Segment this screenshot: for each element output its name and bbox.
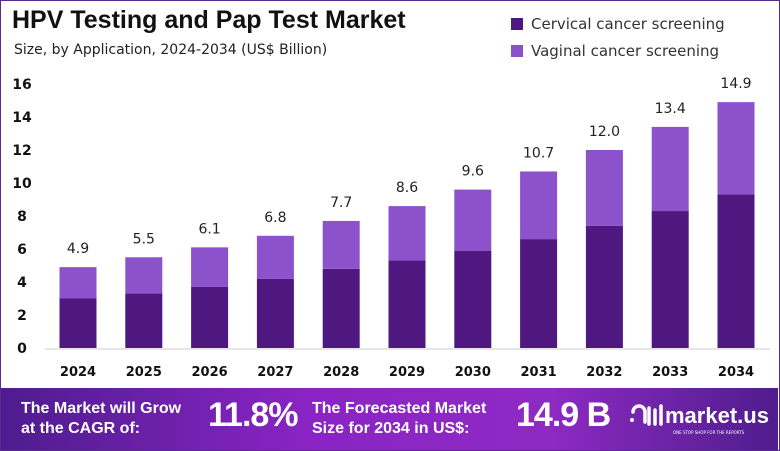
bar-segment-vaginal <box>388 206 426 261</box>
bar-segment-cervical <box>520 239 558 348</box>
bar-segment-cervical <box>717 194 755 348</box>
bar-segment-cervical <box>322 268 360 348</box>
forecast-value: 14.9 B <box>516 396 611 434</box>
bar-segment-vaginal <box>59 267 97 299</box>
cagr-label: The Market will Grow at the CAGR of: <box>21 400 182 437</box>
summary-banner: The Market will Grow at the CAGR of: 11.8… <box>1 388 778 450</box>
bar-segment-vaginal <box>585 150 623 226</box>
x-tick-label: 2029 <box>389 365 425 380</box>
total-label: 8.6 <box>396 180 418 196</box>
y-tick-label: 12 <box>12 143 31 159</box>
bar-segment-cervical <box>388 260 426 348</box>
y-tick-label: 10 <box>12 176 32 192</box>
x-tick-label: 2024 <box>60 365 96 380</box>
chart-subtitle: Size, by Application, 2024-2034 (US$ Bil… <box>14 42 328 58</box>
bar-segment-vaginal <box>651 126 689 212</box>
bar-chart: 0 2 4 6 8 10 12 14 16 2024 2025 2026 2027 2028 2029 203… <box>12 76 770 380</box>
bar-segment-vaginal <box>125 257 163 294</box>
forecast-label: The Forecasted Market Size for 2034 in US… <box>312 400 487 437</box>
total-label: 5.5 <box>133 231 155 247</box>
bar-segment-vaginal <box>322 220 360 269</box>
bar-segment-cervical <box>59 298 97 348</box>
logo-icon <box>630 404 663 426</box>
bar-segment-vaginal <box>717 102 755 195</box>
bar-segment-vaginal <box>520 171 558 240</box>
total-label: 10.7 <box>523 145 554 161</box>
y-tick-label: 0 <box>17 341 27 357</box>
y-tick-label: 4 <box>17 275 27 291</box>
chart-title: HPV Testing and Pap Test Market <box>12 6 406 34</box>
bar-segment-vaginal <box>191 247 229 287</box>
bar-segment-cervical <box>256 278 294 348</box>
x-tick-label: 2026 <box>192 365 228 380</box>
market-us-logo: market.us ONE STOP SHOP FOR THE REPORTS <box>629 402 769 435</box>
y-tick-label: 16 <box>12 77 31 93</box>
x-tick-label: 2030 <box>455 365 491 380</box>
x-tick-label: 2025 <box>126 365 162 380</box>
total-label: 7.7 <box>330 195 352 211</box>
x-tick-label: 2028 <box>323 365 359 380</box>
bar-segment-cervical <box>585 225 623 348</box>
y-tick-label: 8 <box>17 209 27 225</box>
total-label: 13.4 <box>655 101 686 117</box>
legend-label-vaginal: Vaginal cancer screening <box>531 41 720 60</box>
bar-segment-cervical <box>125 293 163 348</box>
legend-swatch-vaginal <box>511 44 523 57</box>
bar-segment-cervical <box>191 286 229 348</box>
x-tick-label: 2027 <box>257 365 293 380</box>
legend-swatch-cervical <box>511 17 523 30</box>
total-label: 6.1 <box>198 221 220 237</box>
cagr-value: 11.8% <box>208 396 299 434</box>
bar-segment-vaginal <box>454 189 492 251</box>
legend: Cervical cancer screening Vaginal cancer… <box>511 10 725 64</box>
total-label: 9.6 <box>462 164 484 180</box>
x-tick-label: 2032 <box>586 365 622 380</box>
bar-segment-cervical <box>651 211 689 348</box>
x-tick-label: 2034 <box>718 365 754 380</box>
total-label: 14.9 <box>720 76 751 92</box>
total-label: 6.8 <box>264 210 286 226</box>
x-tick-label: 2033 <box>652 365 688 380</box>
y-tick-label: 14 <box>12 110 32 126</box>
bar-segment-vaginal <box>256 235 294 279</box>
legend-label-cervical: Cervical cancer screening <box>531 14 725 33</box>
total-label: 4.9 <box>67 241 89 257</box>
legend-item-vaginal: Vaginal cancer screening <box>511 37 725 64</box>
y-tick-label: 2 <box>17 308 27 324</box>
bar-segment-cervical <box>454 250 492 348</box>
legend-item-cervical: Cervical cancer screening <box>511 10 725 37</box>
total-label: 12.0 <box>589 124 620 140</box>
x-tick-label: 2031 <box>521 365 557 380</box>
y-tick-label: 6 <box>17 242 27 258</box>
